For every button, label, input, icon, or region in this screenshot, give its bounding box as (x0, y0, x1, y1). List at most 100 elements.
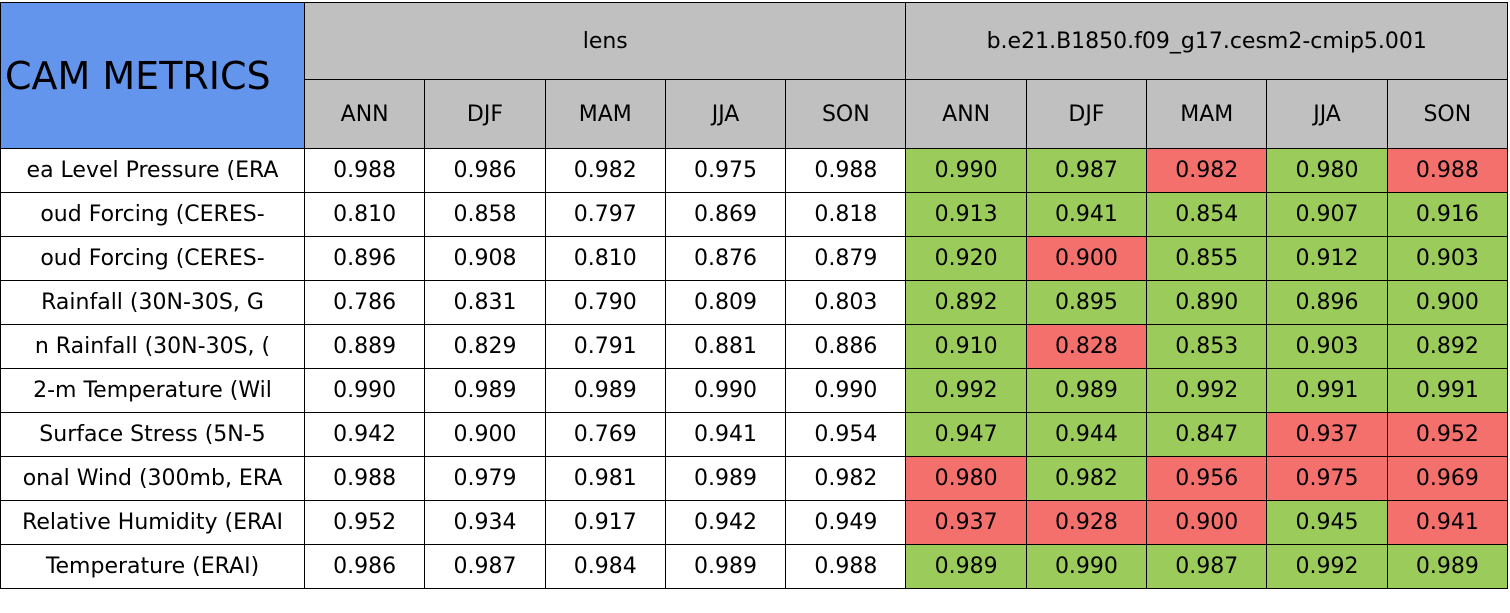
metric-value: 0.990 (664, 368, 787, 413)
metric-value: 0.988 (785, 148, 907, 193)
metric-value: 0.988 (303, 148, 426, 193)
metric-value: 0.986 (424, 148, 546, 193)
row-label: oud Forcing (CERES- (0, 236, 305, 281)
metric-value: 0.947 (905, 412, 1027, 457)
metric-value: 0.989 (905, 544, 1027, 589)
metric-value: 0.829 (424, 324, 546, 369)
metric-value: 0.917 (544, 500, 666, 545)
season-header: ANN (905, 79, 1027, 149)
metric-value: 0.975 (1266, 456, 1388, 501)
metric-value: 0.969 (1386, 456, 1509, 501)
metric-value: 0.934 (424, 500, 546, 545)
metric-value: 0.989 (1025, 368, 1148, 413)
metric-value: 0.982 (785, 456, 907, 501)
metric-value: 0.944 (1025, 412, 1148, 457)
metric-value: 0.892 (905, 280, 1027, 325)
metric-value: 0.881 (664, 324, 787, 369)
row-label: Relative Humidity (ERAI (0, 500, 305, 545)
metric-value: 0.949 (785, 500, 907, 545)
metric-value: 0.975 (664, 148, 787, 193)
metric-value: 0.900 (1146, 500, 1268, 545)
metric-value: 0.942 (664, 500, 787, 545)
metric-value: 0.895 (1025, 280, 1148, 325)
metric-value: 0.991 (1266, 368, 1388, 413)
row-label: oud Forcing (CERES- (0, 192, 305, 237)
metric-value: 0.988 (1386, 148, 1509, 193)
metric-value: 0.900 (1025, 236, 1148, 281)
season-header: SON (785, 79, 907, 149)
row-label: 2-m Temperature (Wil (0, 368, 305, 413)
table-title: CAM METRICS (0, 2, 305, 149)
metric-value: 0.992 (1266, 544, 1388, 589)
metric-value: 0.937 (905, 500, 1027, 545)
metric-value: 0.920 (905, 236, 1027, 281)
metric-value: 0.945 (1266, 500, 1388, 545)
metrics-table: CAM METRICS lens b.e21.B1850.f09_g17.cesm2… (0, 2, 1509, 589)
metric-value: 0.954 (785, 412, 907, 457)
row-label: ea Level Pressure (ERA (0, 148, 305, 193)
metric-value: 0.990 (905, 148, 1027, 193)
row-label: n Rainfall (30N-30S, ( (0, 324, 305, 369)
metric-value: 0.942 (303, 412, 426, 457)
metric-value: 0.854 (1146, 192, 1268, 237)
metric-value: 0.928 (1025, 500, 1148, 545)
metric-value: 0.791 (544, 324, 666, 369)
metric-value: 0.858 (424, 192, 546, 237)
metric-value: 0.818 (785, 192, 907, 237)
group-header: b.e21.B1850.f09_g17.cesm2-cmip5.001 (905, 2, 1508, 80)
metric-value: 0.912 (1266, 236, 1388, 281)
row-label: Temperature (ERAI) (0, 544, 305, 589)
metric-value: 0.992 (905, 368, 1027, 413)
metric-value: 0.989 (664, 544, 787, 589)
metric-value: 0.952 (1386, 412, 1509, 457)
metric-value: 0.981 (544, 456, 666, 501)
metric-value: 0.913 (905, 192, 1027, 237)
metric-value: 0.853 (1146, 324, 1268, 369)
row-label: Rainfall (30N-30S, G (0, 280, 305, 325)
metric-value: 0.907 (1266, 192, 1388, 237)
metric-value: 0.952 (303, 500, 426, 545)
metric-value: 0.903 (1266, 324, 1388, 369)
metric-value: 0.797 (544, 192, 666, 237)
metric-value: 0.890 (1146, 280, 1268, 325)
metric-value: 0.900 (424, 412, 546, 457)
metric-value: 0.987 (1146, 544, 1268, 589)
metric-value: 0.892 (1386, 324, 1509, 369)
metric-value: 0.769 (544, 412, 666, 457)
metric-value: 0.879 (785, 236, 907, 281)
metric-value: 0.903 (1386, 236, 1509, 281)
row-label: Surface Stress (5N-5 (0, 412, 305, 457)
metric-value: 0.910 (905, 324, 1027, 369)
metric-value: 0.987 (1025, 148, 1148, 193)
metric-value: 0.869 (664, 192, 787, 237)
metric-value: 0.889 (303, 324, 426, 369)
metric-value: 0.990 (303, 368, 426, 413)
season-header: JJA (664, 79, 787, 149)
season-header: SON (1386, 79, 1509, 149)
metric-value: 0.980 (905, 456, 1027, 501)
metric-value: 0.786 (303, 280, 426, 325)
season-header: DJF (1025, 79, 1148, 149)
metric-value: 0.900 (1386, 280, 1509, 325)
metric-value: 0.982 (1025, 456, 1148, 501)
metric-value: 0.979 (424, 456, 546, 501)
metric-value: 0.876 (664, 236, 787, 281)
metric-value: 0.828 (1025, 324, 1148, 369)
metric-value: 0.988 (785, 544, 907, 589)
metric-value: 0.941 (1386, 500, 1509, 545)
metric-value: 0.992 (1146, 368, 1268, 413)
season-header: ANN (303, 79, 426, 149)
metric-value: 0.956 (1146, 456, 1268, 501)
season-header: MAM (544, 79, 666, 149)
metric-value: 0.980 (1266, 148, 1388, 193)
metric-value: 0.803 (785, 280, 907, 325)
metric-value: 0.941 (664, 412, 787, 457)
metric-value: 0.988 (303, 456, 426, 501)
metric-value: 0.989 (664, 456, 787, 501)
metric-value: 0.937 (1266, 412, 1388, 457)
metric-value: 0.886 (785, 324, 907, 369)
season-header: MAM (1146, 79, 1268, 149)
metric-value: 0.896 (303, 236, 426, 281)
metric-value: 0.790 (544, 280, 666, 325)
